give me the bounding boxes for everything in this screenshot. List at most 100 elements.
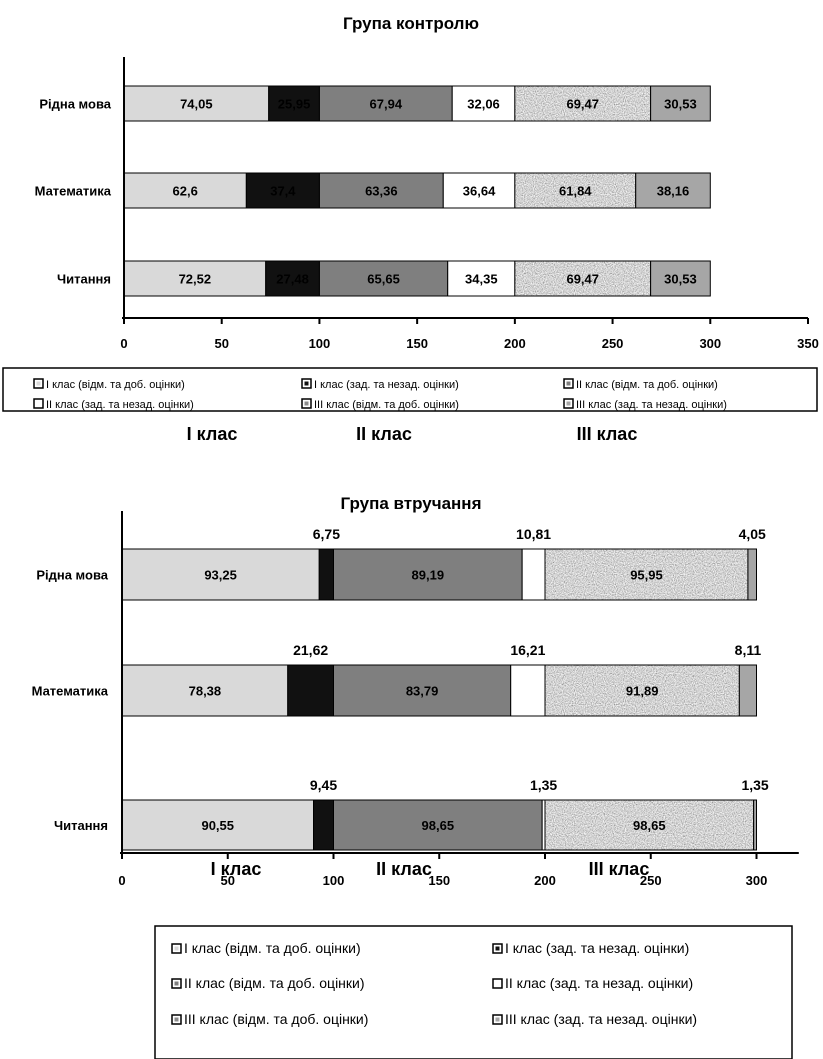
data-label: 38,16 — [657, 184, 690, 199]
legend-label: III клас (відм. та доб. оцінки) — [184, 1011, 368, 1027]
data-label: 30,53 — [664, 272, 697, 287]
chart-title: Група втручання — [341, 494, 482, 513]
bar-segment — [514, 85, 652, 122]
legend-swatch-fill — [174, 946, 179, 951]
legend-swatch-fill — [304, 381, 309, 386]
bar-segment — [287, 664, 335, 717]
x-tick-label: 350 — [797, 336, 819, 351]
data-label: 37,4 — [270, 184, 296, 199]
category-label: Математика — [32, 684, 109, 699]
legend-label: II клас (відм. та доб. оцінки) — [184, 975, 365, 991]
x-tick-label: 100 — [309, 336, 331, 351]
bar-segment — [318, 548, 335, 601]
legend-swatch-fill — [174, 981, 179, 986]
legend-label: III клас (зад. та незад. оцінки) — [505, 1011, 697, 1027]
data-label: 69,47 — [566, 97, 599, 112]
data-label: 62,6 — [173, 184, 198, 199]
bar-segment — [635, 172, 711, 209]
bar-segment — [313, 799, 334, 851]
bar-segment — [318, 85, 453, 122]
bar-segment — [650, 85, 711, 122]
legend-label: I клас (зад. та незад. оцінки) — [505, 940, 689, 956]
data-label: 91,89 — [626, 684, 659, 699]
legend-swatch-fill — [174, 1017, 179, 1022]
legend-swatch-fill — [495, 946, 500, 951]
bar-segment — [265, 260, 320, 297]
data-label: 90,55 — [201, 818, 234, 833]
data-label: 32,06 — [467, 97, 500, 112]
data-label: 74,05 — [180, 97, 213, 112]
bar-segment — [318, 172, 444, 209]
legend-box — [2, 367, 818, 412]
bar-segment — [753, 799, 758, 851]
class-label: II клас — [356, 424, 412, 444]
x-tick-label: 200 — [534, 873, 556, 888]
bar-segment — [442, 172, 516, 209]
bar-segment — [333, 548, 523, 601]
legend-label: I клас (відм. та доб. оцінки) — [184, 940, 361, 956]
class-label: I клас — [187, 424, 238, 444]
x-tick-label: 100 — [323, 873, 345, 888]
legend-swatch-fill — [304, 401, 309, 406]
category-label: Читання — [54, 818, 108, 833]
class-label: I клас — [211, 859, 262, 879]
bar-segment — [747, 548, 758, 601]
data-label: 98,65 — [422, 818, 455, 833]
data-label: 95,95 — [630, 568, 663, 583]
x-tick-label: 150 — [428, 873, 450, 888]
legend-swatch-fill — [36, 381, 41, 386]
data-label: 72,52 — [179, 272, 212, 287]
legend-box — [154, 925, 793, 1059]
bar-segment — [521, 548, 546, 601]
data-label: 98,65 — [633, 818, 666, 833]
x-tick-label: 250 — [640, 873, 662, 888]
data-label: 69,47 — [566, 272, 599, 287]
category-label: Рідна мова — [39, 97, 111, 112]
class-label: III клас — [577, 424, 638, 444]
legend-swatch-fill — [495, 981, 500, 986]
x-tick-label: 300 — [699, 336, 721, 351]
x-tick-label: 50 — [214, 336, 228, 351]
data-label: 4,05 — [739, 526, 766, 542]
class-label: III клас — [589, 859, 650, 879]
data-label: 93,25 — [204, 568, 237, 583]
data-label: 16,21 — [510, 642, 545, 658]
bar-segment — [121, 548, 320, 601]
legend-swatch-fill — [566, 401, 571, 406]
data-label: 30,53 — [664, 97, 697, 112]
data-label: 21,62 — [293, 642, 328, 658]
bar-segment — [544, 664, 740, 717]
bar-segment — [544, 548, 749, 601]
data-label: 1,35 — [530, 777, 557, 793]
x-tick-label: 150 — [406, 336, 428, 351]
x-tick-label: 0 — [120, 336, 127, 351]
legend-label: II клас (зад. та незад. оцінки) — [505, 975, 693, 991]
data-label: 27,48 — [276, 272, 309, 287]
bar-segment — [510, 664, 546, 717]
class-label: II клас — [376, 859, 432, 879]
legend-swatch-fill — [566, 381, 571, 386]
legend-swatch-fill — [495, 1017, 500, 1022]
data-label: 78,38 — [189, 684, 222, 699]
bar-segment — [123, 260, 267, 297]
chart-title: Група контролю — [343, 14, 479, 33]
category-label: Рідна мова — [36, 568, 108, 583]
data-label: 67,94 — [370, 97, 403, 112]
x-tick-label: 0 — [118, 873, 125, 888]
chart-2: Група втручання Рідна мова 93,25 6,75 89,19 1… — [32, 494, 799, 1059]
legend-label: III клас (зад. та незад. оцінки) — [576, 399, 727, 411]
bar-segment — [514, 260, 652, 297]
legend-label: I клас (зад. та незад. оцінки) — [314, 379, 459, 391]
bar-segment — [123, 172, 247, 209]
legend: I клас (відм. та доб. оцінки) I клас (зад… — [154, 925, 793, 1059]
data-label: 6,75 — [313, 526, 340, 542]
category-label: Читання — [57, 272, 111, 287]
x-tick-label: 50 — [221, 873, 235, 888]
bar-segment — [268, 85, 320, 122]
data-label: 61,84 — [559, 184, 592, 199]
category-label: Математика — [35, 184, 112, 199]
data-label: 25,95 — [278, 97, 311, 112]
data-label: 34,35 — [465, 272, 498, 287]
data-label: 10,81 — [516, 526, 551, 542]
